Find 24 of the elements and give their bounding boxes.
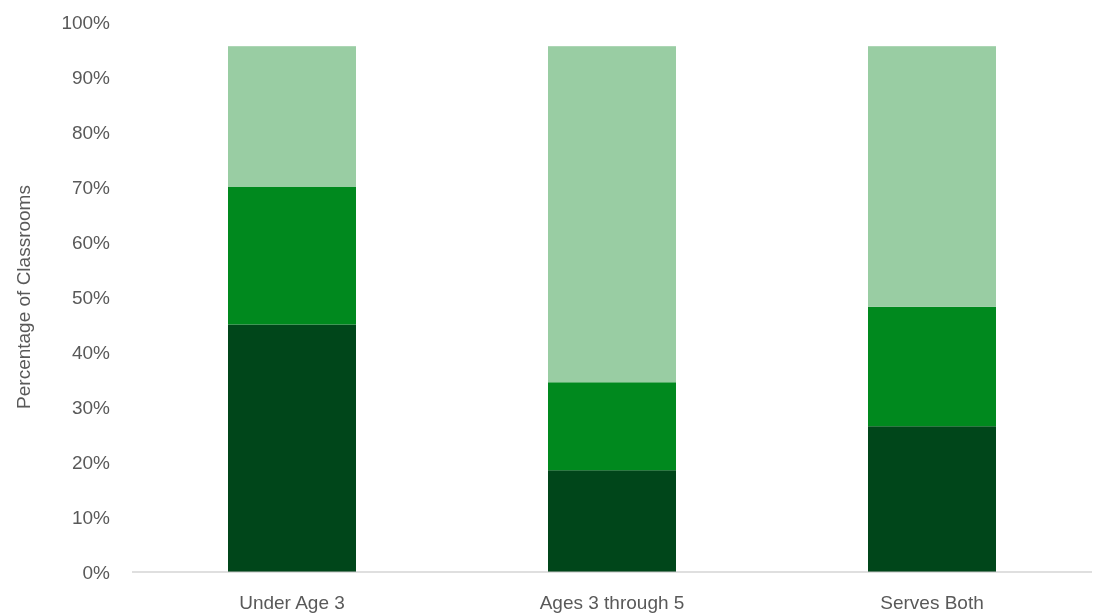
y-tick-label: 50% [71,286,111,308]
bar [228,46,356,187]
y-tick-label: 80% [71,121,111,143]
bar [228,324,356,572]
x-tick-label: Serves Both [880,592,984,613]
bar [548,46,676,383]
y-tick-label: 40% [71,341,111,363]
bar [868,46,996,307]
y-tick-label: 100% [61,11,111,33]
bar [548,382,676,471]
x-tick-label: Ages 3 through 5 [539,592,685,613]
bar [228,187,356,325]
y-tick-label: 0% [82,561,111,583]
y-tick-label: 30% [71,396,111,418]
bar [868,306,996,427]
y-tick-label: 90% [71,66,111,88]
bar [548,470,676,572]
y-axis-title: Percentage of Classrooms [13,185,34,409]
y-tick-label: 60% [71,231,111,253]
x-tick-label: Under Age 3 [239,592,345,613]
y-tick-label: 10% [71,506,111,528]
y-tick-label: 70% [71,176,111,198]
y-tick-label: 20% [71,451,111,473]
bar [868,426,996,572]
